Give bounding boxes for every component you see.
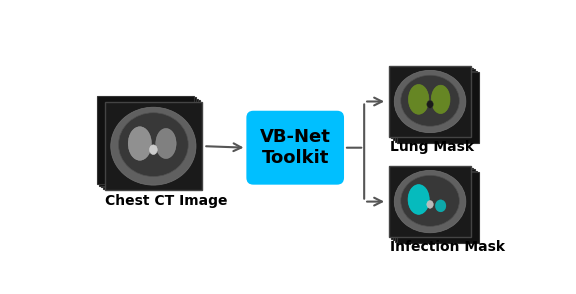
- Ellipse shape: [128, 127, 151, 160]
- Ellipse shape: [150, 145, 157, 155]
- FancyBboxPatch shape: [393, 69, 475, 140]
- FancyBboxPatch shape: [391, 68, 473, 138]
- Ellipse shape: [435, 200, 446, 212]
- Text: Lung Mask: Lung Mask: [390, 140, 474, 154]
- Ellipse shape: [394, 70, 466, 133]
- FancyBboxPatch shape: [395, 171, 477, 242]
- Ellipse shape: [394, 171, 466, 233]
- FancyBboxPatch shape: [389, 66, 471, 137]
- Ellipse shape: [111, 107, 196, 185]
- Ellipse shape: [401, 75, 459, 126]
- FancyBboxPatch shape: [99, 97, 196, 186]
- FancyBboxPatch shape: [101, 99, 198, 187]
- Ellipse shape: [431, 85, 450, 113]
- Ellipse shape: [119, 113, 188, 176]
- Ellipse shape: [427, 201, 433, 208]
- Ellipse shape: [427, 101, 433, 108]
- FancyBboxPatch shape: [391, 168, 473, 238]
- FancyBboxPatch shape: [397, 72, 479, 143]
- Ellipse shape: [156, 128, 176, 158]
- FancyBboxPatch shape: [247, 111, 344, 185]
- Ellipse shape: [408, 84, 429, 114]
- FancyBboxPatch shape: [395, 71, 477, 141]
- FancyBboxPatch shape: [393, 169, 475, 240]
- Text: Chest CT Image: Chest CT Image: [105, 193, 228, 208]
- FancyBboxPatch shape: [103, 100, 200, 189]
- Ellipse shape: [408, 185, 429, 214]
- FancyBboxPatch shape: [389, 166, 471, 237]
- FancyBboxPatch shape: [397, 172, 479, 243]
- Text: VB-Net
Toolkit: VB-Net Toolkit: [260, 128, 331, 167]
- FancyBboxPatch shape: [97, 96, 194, 184]
- Ellipse shape: [401, 175, 459, 226]
- Text: Infection Mask: Infection Mask: [390, 240, 505, 254]
- FancyBboxPatch shape: [105, 102, 202, 191]
